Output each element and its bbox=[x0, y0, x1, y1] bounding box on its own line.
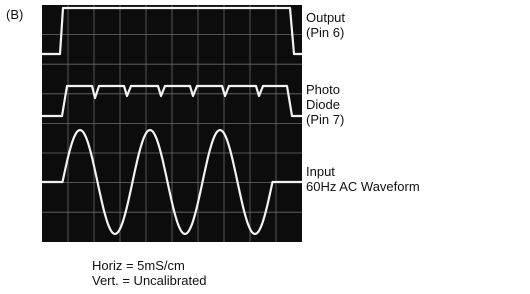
trace-label: Input bbox=[306, 164, 335, 179]
trace-label: Diode bbox=[306, 97, 340, 112]
trace-label: (Pin 7) bbox=[306, 112, 344, 127]
trace-label: 60Hz AC Waveform bbox=[306, 179, 420, 194]
figure: (B) Output (Pin 6) Photo Diode (Pin 7) I… bbox=[0, 0, 530, 294]
trace-label: (Pin 6) bbox=[306, 25, 344, 40]
footer-text: Vert. = Uncalibrated bbox=[92, 273, 207, 288]
footer-text: Horiz = 5mS/cm bbox=[92, 258, 185, 273]
page: {"figure_label": "(B)", "traces": [ {"li… bbox=[0, 0, 530, 294]
figure-label: (B) bbox=[6, 7, 23, 22]
trace-label: Output bbox=[306, 10, 345, 25]
trace-label: Photo bbox=[306, 82, 340, 97]
